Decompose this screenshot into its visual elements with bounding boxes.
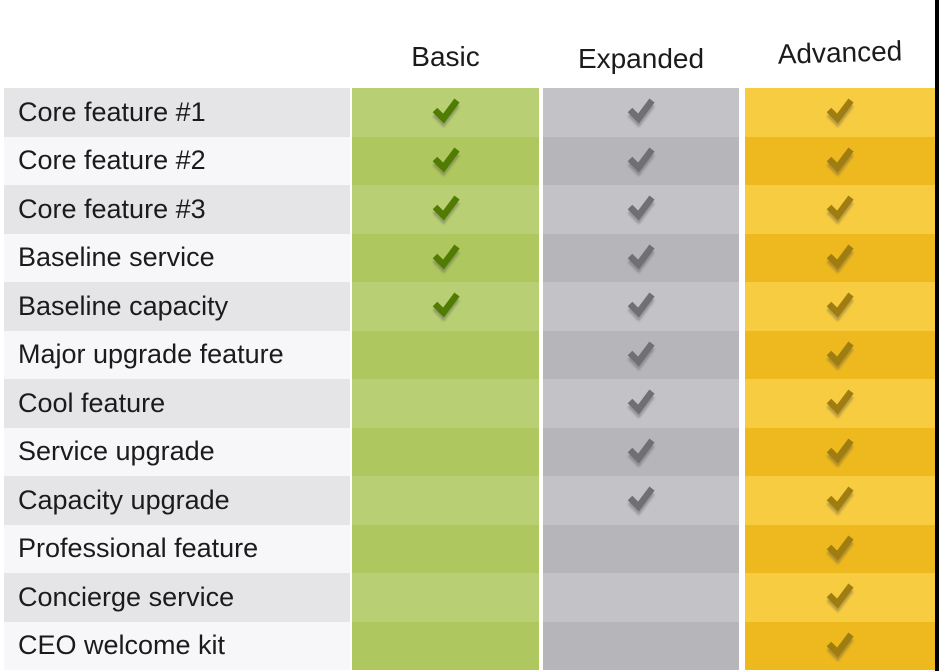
check-icon [627,438,655,464]
check-icon [627,195,655,221]
column-header-advanced: Advanced [777,35,903,70]
check-icon [432,98,460,124]
plan-cell [352,136,539,185]
plan-cell [352,330,539,379]
check-icon [826,98,854,124]
plan-cell [745,379,935,428]
plan-cell [352,621,539,670]
plan-cell [745,573,935,622]
feature-label: Core feature #2 [4,136,350,185]
feature-label: Professional feature [4,524,350,573]
plan-cell [352,379,539,428]
plan-cell [543,282,739,331]
plan-cell [352,573,539,622]
plan-cell [352,233,539,282]
plan-cell [543,379,739,428]
check-icon [826,341,854,367]
feature-label: Service upgrade [4,427,350,476]
feature-label: Core feature #3 [4,185,350,234]
plan-cell [543,330,739,379]
plan-cell [543,573,739,622]
check-icon [627,244,655,270]
plan-cell [352,282,539,331]
plan-cell [745,427,935,476]
plan-column-basic [352,88,539,670]
plan-cell [745,621,935,670]
feature-label: Core feature #1 [4,88,350,137]
check-icon [432,244,460,270]
column-header-expanded: Expanded [577,43,705,74]
plan-cell [745,233,935,282]
check-icon [432,292,460,318]
plan-cell [352,185,539,234]
plan-cell [543,88,739,137]
plan-column-advanced [745,88,935,670]
plan-cell [543,427,739,476]
check-icon [826,486,854,512]
plan-cell [745,330,935,379]
plan-cell [745,136,935,185]
feature-label: Cool feature [4,379,350,428]
plan-column-expanded [543,88,739,670]
check-icon [826,292,854,318]
check-icon [627,341,655,367]
check-icon [627,389,655,415]
plan-cell [745,282,935,331]
check-icon [826,535,854,561]
check-icon [826,389,854,415]
plan-cell [745,524,935,573]
plan-cell [543,476,739,525]
feature-label: Baseline service [4,233,350,282]
check-icon [627,292,655,318]
plan-cell [745,88,935,137]
feature-label: Capacity upgrade [4,476,350,525]
plan-cell [543,233,739,282]
plan-cell [352,524,539,573]
check-icon [826,583,854,609]
check-icon [627,147,655,173]
check-icon [826,147,854,173]
feature-label: Concierge service [4,573,350,622]
check-icon [826,632,854,658]
plan-cell [543,524,739,573]
check-icon [826,438,854,464]
check-icon [432,147,460,173]
plan-cell [543,621,739,670]
feature-label-column: Core feature #1 Core feature #2 Core featu… [4,88,350,670]
plan-cell [543,136,739,185]
feature-label: Baseline capacity [4,282,350,331]
plan-cell [745,476,935,525]
plan-cell [352,88,539,137]
feature-label: Major upgrade feature [4,330,350,379]
column-header-basic: Basic [411,41,480,72]
plan-cell [352,476,539,525]
plan-cell [352,427,539,476]
check-icon [627,98,655,124]
check-icon [627,486,655,512]
plan-cell [745,185,935,234]
feature-label: CEO welcome kit [4,621,350,670]
check-icon [432,195,460,221]
check-icon [826,195,854,221]
frame-right-border [935,0,939,671]
plan-cell [543,185,739,234]
check-icon [826,244,854,270]
